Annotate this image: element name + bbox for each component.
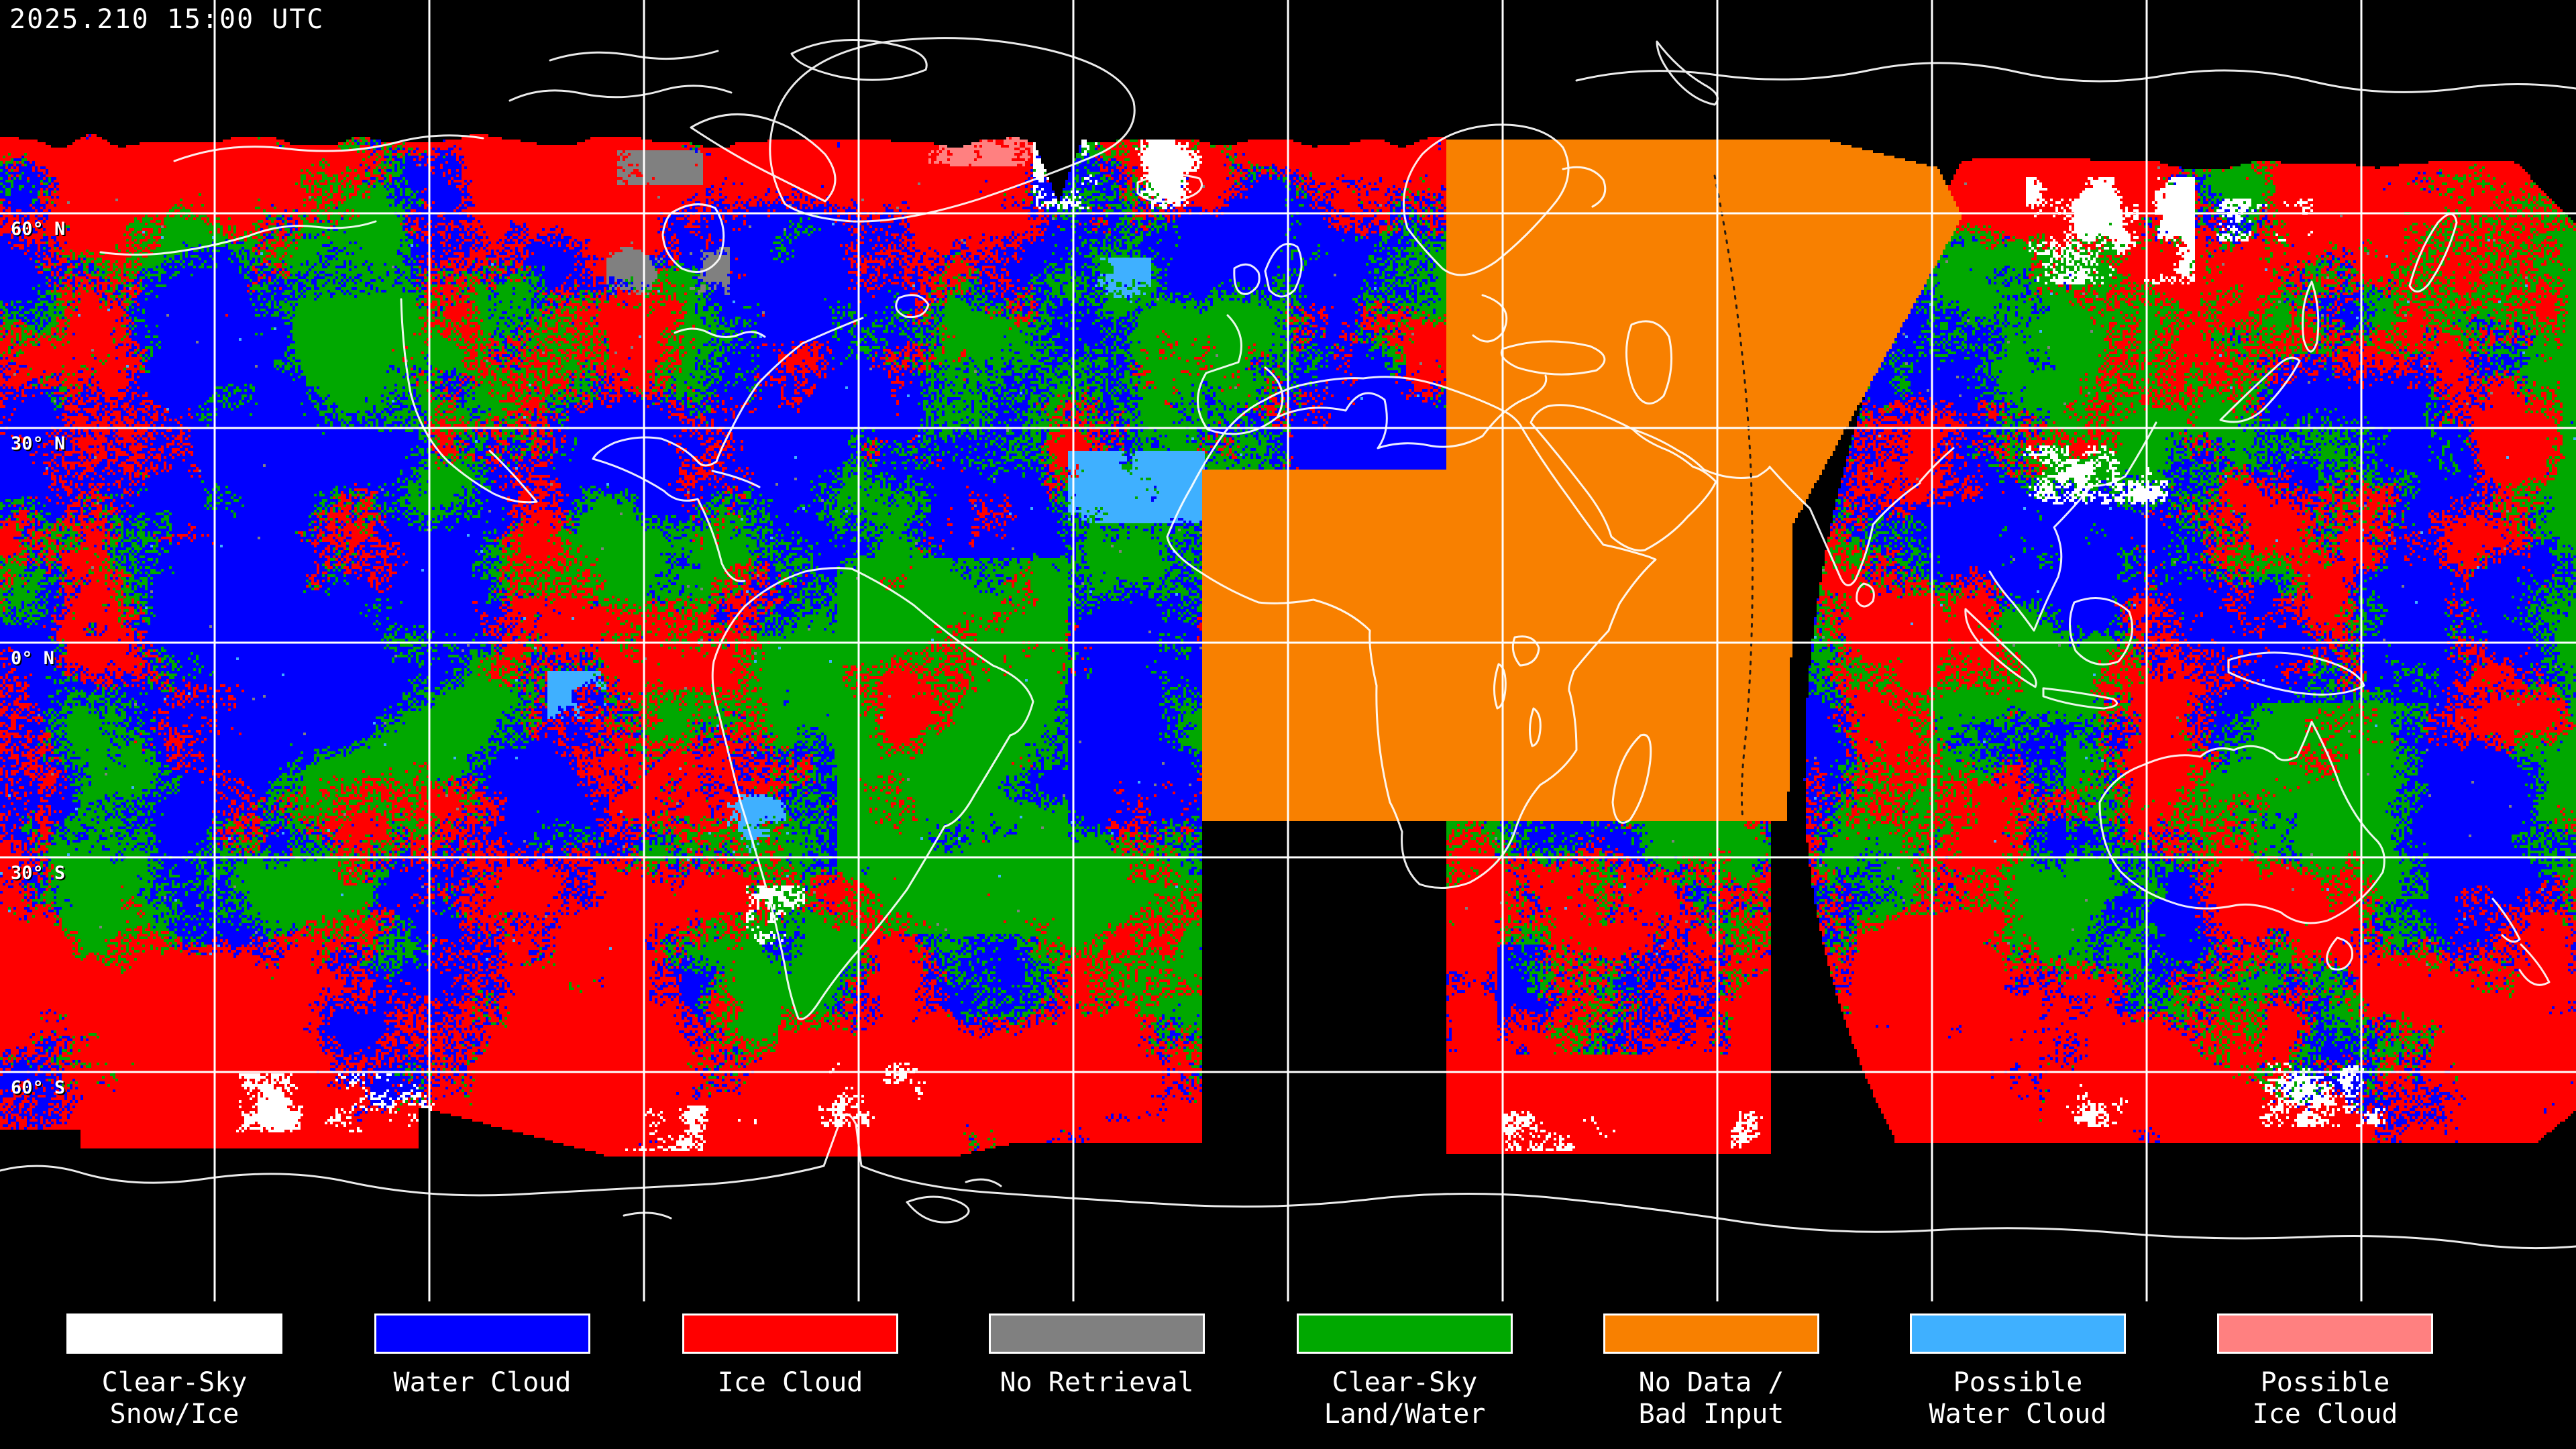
legend: Clear-Sky Snow/Ice Water Cloud Ice Cloud … — [0, 1301, 2576, 1449]
latitude-label-60n: 60° N — [11, 219, 66, 239]
coastline-antarctica — [0, 1113, 2576, 1250]
legend-label-line: Ice Cloud — [717, 1367, 863, 1398]
map-area: 2025.210 15:00 UTC 60° N 30° N 0° N 30° … — [0, 0, 2576, 1301]
legend-item-possible-water-cloud: Possible Water Cloud — [1864, 1313, 2172, 1430]
legend-label-line: Water Cloud — [393, 1367, 572, 1398]
legend-swatch-no-data-bad-input — [1603, 1313, 1819, 1354]
coastline-north-america — [99, 203, 930, 582]
legend-swatch-clear-sky-land-water — [1297, 1313, 1513, 1354]
legend-label-line: Ice Cloud — [2252, 1399, 2398, 1430]
coastline-antarctic-islands — [623, 1178, 1002, 1224]
coastline-europe-mediterranean — [1197, 314, 1606, 449]
legend-item-no-retrieval: No Retrieval — [943, 1313, 1251, 1399]
map-overlay — [0, 0, 2576, 1301]
legend-label-line: No Data / — [1638, 1367, 1784, 1398]
legend-label-line: Possible — [1953, 1367, 2083, 1398]
legend-label-line: Clear-Sky — [1332, 1367, 1478, 1398]
coastline-arctic-canada — [173, 39, 928, 203]
latitude-label-60s: 60° S — [11, 1077, 66, 1098]
coastline-arabia — [1529, 404, 1771, 552]
legend-item-clear-sky-snow-ice: Clear-Sky Snow/Ice — [20, 1313, 329, 1430]
legend-label: No Data / Bad Input — [1557, 1367, 1866, 1430]
latitude-label-30n: 30° N — [11, 433, 66, 454]
legend-item-ice-cloud: Ice Cloud — [636, 1313, 945, 1399]
coastline-siberia — [1575, 40, 2576, 106]
legend-item-water-cloud: Water Cloud — [328, 1313, 637, 1399]
legend-label: Clear-Sky Land/Water — [1250, 1367, 1559, 1430]
coastline-africa — [1166, 376, 1657, 890]
latitude-label-30s: 30° S — [11, 863, 66, 883]
legend-item-no-data-bad-input: No Data / Bad Input — [1557, 1313, 1866, 1430]
legend-label-line: No Retrieval — [1000, 1367, 1194, 1398]
legend-label: No Retrieval — [943, 1367, 1251, 1399]
coastline-australia — [2098, 720, 2385, 971]
coastline-india-srilanka — [1768, 447, 1955, 608]
latitude-label-0n: 0° N — [11, 648, 55, 669]
legend-item-clear-sky-land-water: Clear-Sky Land/Water — [1250, 1313, 1559, 1430]
coastline-scandinavia — [1402, 123, 1607, 343]
coastline-madagascar — [1611, 733, 1652, 824]
legend-label: Water Cloud — [328, 1367, 637, 1399]
legend-label-line: Water Cloud — [1929, 1399, 2107, 1430]
coastline-iceland — [1136, 173, 1203, 203]
legend-swatch-clear-sky-snow-ice — [66, 1313, 282, 1354]
legend-label: Clear-Sky Snow/Ice — [20, 1367, 329, 1430]
legend-label-line: Bad Input — [1638, 1399, 1784, 1430]
legend-label-line: Snow/Ice — [109, 1399, 239, 1430]
coastline-south-america — [711, 567, 1034, 1020]
coastline-greenland — [769, 37, 1136, 223]
legend-swatch-ice-cloud — [682, 1313, 898, 1354]
legend-swatch-possible-ice-cloud — [2217, 1313, 2433, 1354]
graticule — [0, 0, 2576, 1301]
coastline-east-asia — [1988, 213, 2458, 632]
legend-label: Ice Cloud — [636, 1367, 945, 1399]
legend-label-line: Clear-Sky — [101, 1367, 248, 1398]
coastline-african-lakes — [1493, 635, 1542, 747]
legend-swatch-possible-water-cloud — [1910, 1313, 2126, 1354]
legend-label: Possible Water Cloud — [1864, 1367, 2172, 1430]
legend-label-line: Possible — [2260, 1367, 2390, 1398]
coastline-maritime-continent — [1964, 597, 2365, 710]
legend-label-line: Land/Water — [1324, 1399, 1486, 1430]
terminator-artifact — [1713, 174, 1754, 821]
legend-item-possible-ice-cloud: Possible Ice Cloud — [2171, 1313, 2479, 1430]
coastline-uk-ireland — [1233, 243, 1303, 298]
coastline-new-zealand — [2491, 898, 2551, 986]
legend-label: Possible Ice Cloud — [2171, 1367, 2479, 1430]
legend-swatch-no-retrieval — [989, 1313, 1205, 1354]
timestamp: 2025.210 15:00 UTC — [9, 4, 325, 35]
legend-swatch-water-cloud — [374, 1313, 590, 1354]
coastline-caspian-sea — [1625, 320, 1673, 405]
